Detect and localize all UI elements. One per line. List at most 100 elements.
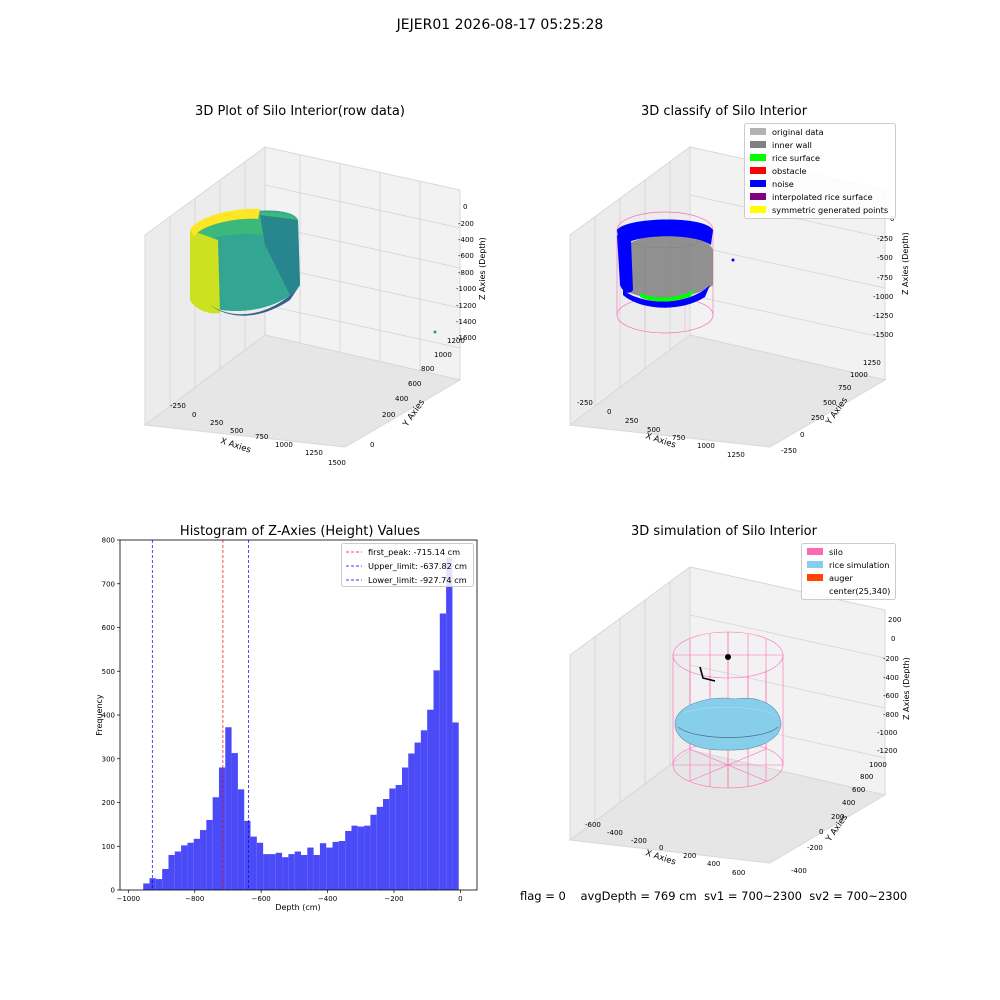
simulation-plot-title: 3D simulation of Silo Interior (631, 524, 817, 539)
x-tick-label: −1000 (116, 895, 140, 903)
tick-label: 1250 (305, 449, 323, 457)
tick-label: 500 (823, 399, 836, 407)
tick-label: 0 (607, 408, 611, 416)
tick-label: 0 (370, 441, 374, 449)
histogram-bar (433, 670, 440, 890)
tick-label: 250 (210, 419, 223, 427)
tick-label: -400 (607, 829, 623, 837)
tick-label: -200 (458, 220, 474, 228)
legend-label: Upper_limit: -637.82 cm (368, 561, 467, 571)
x-tick-label: −800 (185, 895, 204, 903)
tick-label: -1000 (877, 729, 897, 737)
rice-simulation-surface (674, 697, 782, 751)
histogram-bar (231, 753, 238, 890)
tick-label: -800 (458, 269, 474, 277)
raw-point-cloud (190, 208, 437, 334)
x-tick-label: −600 (252, 895, 271, 903)
histogram-bar (364, 825, 371, 890)
histogram-bar (149, 878, 156, 890)
tick-label: 1250 (727, 451, 745, 459)
histogram-bar (294, 851, 301, 890)
histogram-bar (338, 841, 346, 890)
histogram-bar (376, 806, 384, 890)
histogram-title: Histogram of Z-Axies (Height) Values (179, 524, 421, 539)
tick-label: -1000 (873, 293, 893, 301)
tick-label: 800 (860, 773, 873, 781)
tick-label: 400 (395, 395, 408, 403)
classify-legend: original data inner wall rice surface obsta… (744, 123, 896, 219)
histogram-bar (383, 799, 390, 890)
sv1-text: sv1 = 700~2300 (704, 889, 802, 903)
status-line: flag = 0 avgDepth = 769 cm sv1 = 700~230… (520, 889, 990, 903)
tick-label: 0 (192, 411, 196, 419)
legend-label: noise (772, 179, 794, 189)
tick-label: -250 (170, 402, 186, 410)
histogram-bar (408, 753, 415, 890)
tick-label: -1600 (456, 334, 476, 342)
histogram-bar (446, 557, 453, 890)
histogram-bar (351, 825, 358, 890)
histogram-bar (307, 847, 314, 890)
legend-swatch (807, 587, 823, 594)
histogram-bar (313, 855, 320, 890)
histogram-bar (218, 767, 226, 890)
tick-label: 800 (421, 365, 434, 373)
tick-label: 200 (888, 616, 901, 624)
x-tick-label: 0 (458, 895, 462, 903)
legend-swatch (750, 167, 766, 174)
histogram-bar (181, 845, 188, 890)
tick-label: 750 (672, 434, 685, 442)
tick-label: -500 (877, 254, 893, 262)
tick-label: 400 (707, 860, 720, 868)
histogram-bar (326, 847, 333, 890)
histogram-bar (357, 826, 365, 890)
z-axis-label: Z Axies (Depth) (901, 232, 910, 295)
tick-label: -1250 (873, 312, 893, 320)
simulation-legend: silo rice simulation auger center(25,340) (801, 543, 896, 600)
y-tick-label: 100 (102, 843, 115, 851)
tick-label: 750 (255, 433, 268, 441)
tick-label: 500 (230, 427, 243, 435)
legend-swatch (750, 206, 766, 213)
z-axis-label: Z Axies (Depth) (902, 657, 910, 720)
histogram-bar (193, 838, 201, 890)
histogram-chart: −1000 −800 −600 −400 −200 0 0 100 200 300 400 500 6… (95, 537, 478, 912)
tick-label: 200 (683, 852, 696, 860)
legend-label: center(25,340) (829, 586, 890, 596)
histogram-bar (237, 789, 245, 890)
classify-3d-plot: -250 0 250 500 750 1000 1250 X Axies -25… (568, 146, 910, 459)
legend-label: interpolated rice surface (772, 192, 873, 202)
legend-swatch (750, 193, 766, 200)
histogram-bar (200, 830, 207, 890)
tick-label: 1500 (328, 459, 346, 467)
tick-label: -800 (883, 711, 899, 719)
histogram-bar (244, 820, 251, 890)
tick-label: 600 (852, 786, 865, 794)
legend-label: obstacle (772, 166, 807, 176)
histogram-legend: first_peak: -715.14 cm Upper_limit: -637.… (341, 543, 474, 587)
tick-label: -250 (577, 399, 593, 407)
histogram-bar (452, 722, 459, 890)
legend-swatch (807, 574, 823, 581)
tick-label: -200 (631, 837, 647, 845)
histogram-bar (174, 851, 182, 890)
legend-label: rice surface (772, 153, 820, 163)
tick-label: 600 (732, 869, 745, 877)
center-point (725, 654, 731, 660)
histogram-bar (187, 842, 194, 890)
legend-label: auger (829, 573, 853, 583)
avg-depth-text: avgDepth = 769 cm (580, 889, 697, 903)
tick-label: 600 (408, 380, 421, 388)
histogram-bar (288, 854, 295, 890)
y-tick-label: 500 (102, 668, 115, 676)
histogram-bar (282, 857, 289, 890)
y-tick-label: 300 (102, 755, 115, 763)
tick-label: 400 (842, 799, 855, 807)
flag-text: flag = 0 (520, 889, 566, 903)
tick-label: 0 (819, 828, 823, 836)
simulation-3d-plot: -600 -400 -200 0 200 400 600 X Axies -40… (568, 566, 910, 877)
tick-label: 1200 (447, 337, 465, 345)
histogram-bar (143, 883, 150, 890)
histogram-bar (212, 797, 219, 890)
y-tick-label: 800 (102, 537, 115, 545)
